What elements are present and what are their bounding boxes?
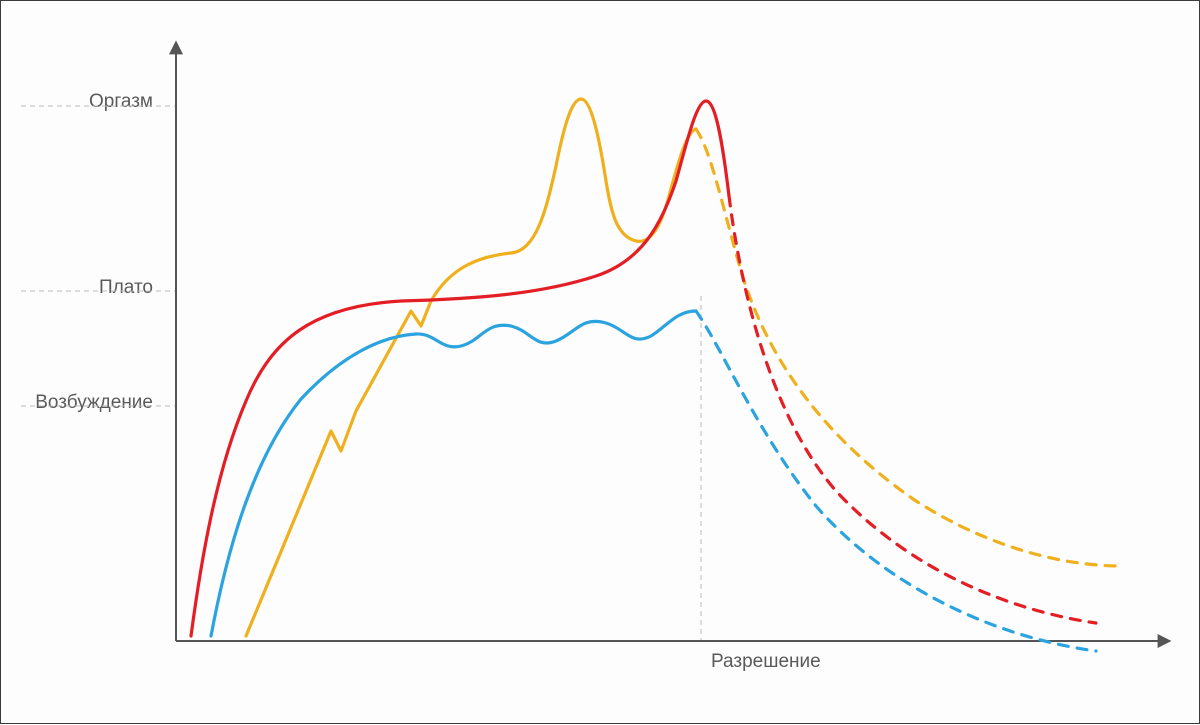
series-blue-dashed [696,311,1096,651]
gridlines [21,106,701,641]
series-blue-solid [211,311,696,636]
axes [176,46,1166,641]
series-yellow-solid [246,99,696,636]
chart-frame: Оргазм Плато Возбуждение Разрешение [0,0,1200,724]
chart-svg [1,1,1200,725]
series-yellow-dashed [696,129,1121,566]
series-red-dashed [729,196,1096,623]
series-group [191,99,1121,651]
series-red-solid [191,101,729,636]
